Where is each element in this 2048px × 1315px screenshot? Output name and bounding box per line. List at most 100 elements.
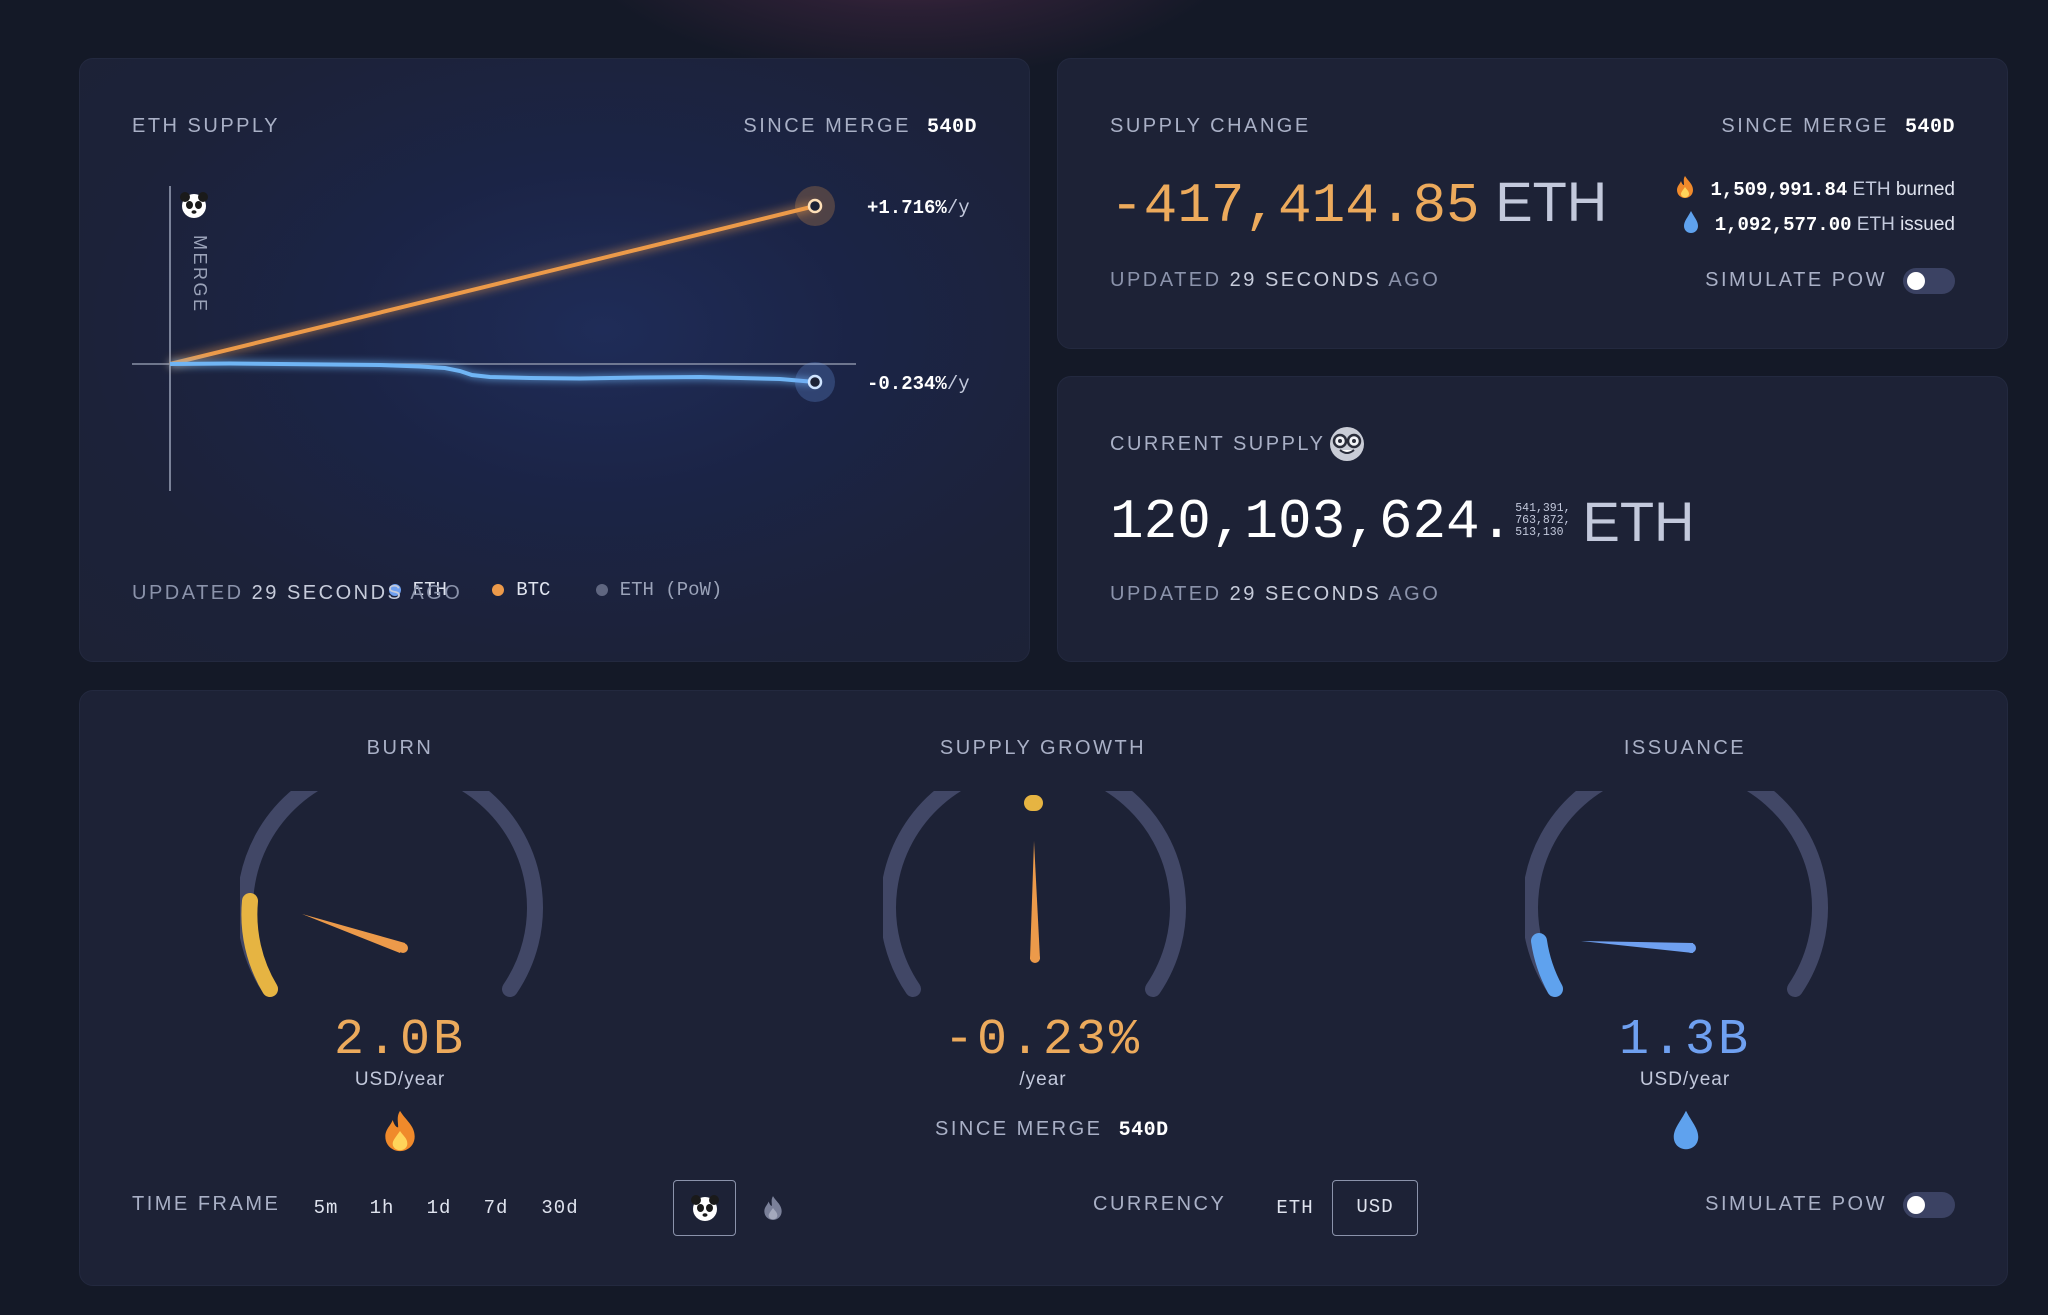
eth-supply-updated: UPDATED 29 SECONDS AGO — [132, 582, 462, 605]
btc-rate-unit: /y — [947, 197, 970, 219]
since-merge-label: SINCE MERGE — [935, 1118, 1103, 1140]
burn-gauge-pivot — [398, 943, 408, 953]
burn-value: 2.0B — [333, 1012, 467, 1069]
burn-gauge-fill — [241, 893, 278, 997]
current-supply-updated: UPDATED 29 SECONDS AGO — [1110, 583, 1440, 606]
burned-value: 1,509,991.84 — [1710, 179, 1848, 202]
simulate-pow-toggle[interactable] — [1903, 1192, 1955, 1218]
currency-label: CURRENCY — [1093, 1193, 1227, 1215]
updated-prefix: UPDATED — [1110, 269, 1222, 291]
burned-label: burned — [1895, 179, 1955, 201]
currency-usd[interactable]: USD — [1332, 1180, 1418, 1236]
legend-eth-pow-label: ETH (PoW) — [619, 579, 723, 601]
panda-icon — [690, 1195, 719, 1221]
supply-change-unit: ETH — [1495, 170, 1608, 233]
issuance-gauge-title: ISSUANCE — [1623, 737, 1747, 759]
time-frame-label: TIME FRAME — [132, 1193, 281, 1215]
issuance-gauge-track — [1525, 791, 1828, 997]
since-merge-value: 540d — [926, 116, 977, 139]
since-merge-value: 540d — [1904, 116, 1955, 139]
fire-icon — [764, 1196, 782, 1220]
nerd-face-icon — [1329, 426, 1365, 467]
simulate-pow-label: SIMULATE PoW — [1705, 1193, 1887, 1215]
updated-prefix: UPDATED — [132, 582, 244, 604]
issued-value: 1,092,577.00 — [1714, 214, 1852, 237]
issuance-gauge-needle — [1581, 941, 1693, 953]
chart-legend: ETH BTC ETH (PoW) — [80, 579, 1031, 602]
time-frame-1d[interactable]: 1d — [426, 1197, 452, 1219]
issuance-gauge — [1525, 791, 1828, 997]
legend-btc-dot — [492, 584, 505, 596]
supply-growth-gauge-title: SUPPLY GROWTH — [939, 737, 1147, 759]
issuance-gauge-fill — [1531, 933, 1563, 997]
fire-icon — [1675, 175, 1695, 205]
current-supply-value: 120,103,624. 541,391, 763,872, 513,130 E… — [1110, 489, 1694, 554]
supply-change-amount: -417,414.85 — [1110, 174, 1480, 238]
burn-gauge-track — [240, 791, 543, 997]
updated-suffix: AGO — [1388, 269, 1441, 291]
legend-btc-label: BTC — [516, 579, 551, 601]
current-supply-integer: 120,103,624. — [1110, 489, 1514, 554]
supply-growth-gauge-needle — [1030, 841, 1040, 959]
time-frame-7d[interactable]: 7d — [483, 1197, 509, 1219]
since-merge-value: 540d — [1118, 1119, 1169, 1142]
btc-rate-label: +1.716%/y — [867, 197, 970, 219]
updated-prefix: UPDATED — [1110, 583, 1222, 605]
burn-gauge-needle — [302, 914, 405, 953]
legend-btc[interactable]: BTC — [492, 579, 550, 601]
updated-value: 29 SECONDS — [1229, 269, 1382, 291]
eth-rate-value: -0.234% — [867, 373, 947, 395]
since-merge-label: SINCE MERGE — [743, 115, 911, 137]
legend-eth-pow[interactable]: ETH (PoW) — [595, 579, 723, 601]
updated-value: 29 SECONDS — [251, 582, 404, 604]
legend-eth-label: ETH — [412, 579, 447, 601]
burn-gauge — [240, 791, 543, 997]
time-frame-5m[interactable]: 5m — [313, 1197, 339, 1219]
updated-value: 29 SECONDS — [1229, 583, 1382, 605]
toggle-knob — [1907, 272, 1925, 290]
supply-change-value: -417,414.85 ETH — [1110, 169, 1607, 238]
droplet-icon — [1683, 210, 1699, 240]
issuance-gauge-pivot — [1686, 943, 1696, 953]
fire-icon — [380, 1109, 420, 1158]
droplet-icon — [1672, 1109, 1700, 1156]
issuance-unit: USD/year — [1639, 1069, 1731, 1090]
simulate-pow-toggle[interactable] — [1903, 268, 1955, 294]
current-supply-title: CURRENT SUPPLY — [1110, 433, 1326, 455]
supply-change-card: SUPPLY CHANGE SINCE MERGE 540d -417,414.… — [1057, 58, 2008, 349]
supply-growth-gauge-pivot — [1030, 953, 1040, 963]
issuance-value: 1.3B — [1618, 1012, 1752, 1069]
eth-endpoint — [807, 374, 823, 390]
issued-label: issued — [1900, 214, 1955, 236]
supply-change-since: SINCE MERGE 540d — [1721, 115, 1955, 139]
legend-eth-dot — [388, 584, 401, 596]
supply-change-updated: UPDATED 29 SECONDS AGO — [1110, 269, 1440, 292]
decimals-line-1: 541,391, — [1515, 501, 1571, 515]
updated-suffix: AGO — [1388, 583, 1441, 605]
time-frame-30d[interactable]: 30d — [541, 1197, 579, 1219]
supply-growth-since: SINCE MERGE 540d — [935, 1118, 1169, 1142]
current-supply-card: CURRENT SUPPLY 120,103,624. 541,391, 763… — [1057, 376, 2008, 662]
time-frame-since-burn[interactable] — [753, 1181, 793, 1235]
burn-unit: USD/year — [354, 1069, 446, 1090]
time-frame-since-merge[interactable] — [673, 1180, 736, 1236]
supply-growth-unit: /year — [1019, 1069, 1067, 1090]
updated-suffix: AGO — [410, 582, 463, 604]
btc-series-line — [169, 204, 816, 366]
decimals-line-3: 513,130 — [1515, 525, 1564, 539]
eth-supply-since: SINCE MERGE 540d — [743, 115, 977, 139]
btc-rate-value: +1.716% — [867, 197, 947, 219]
gauges-card: BURN 2.0B USD/year SUPPLY GROWTH -0.23% … — [79, 690, 2008, 1286]
current-supply-unit: ETH — [1582, 490, 1695, 553]
issued-row: 1,092,577.00 ETH issued — [1679, 210, 1955, 240]
currency-eth[interactable]: ETH — [1276, 1197, 1314, 1219]
decimals-line-2: 763,872, — [1515, 513, 1571, 527]
eth-supply-chart: MERGE +1.716%/y -0.234%/y — [132, 186, 970, 491]
eth-rate-label: -0.234%/y — [867, 373, 970, 395]
supply-growth-gauge — [883, 791, 1186, 997]
burned-unit: ETH — [1852, 179, 1891, 201]
eth-rate-unit: /y — [947, 373, 970, 395]
legend-eth[interactable]: ETH — [388, 579, 447, 601]
time-frame-1h[interactable]: 1h — [369, 1197, 395, 1219]
eth-series-line — [169, 361, 816, 384]
